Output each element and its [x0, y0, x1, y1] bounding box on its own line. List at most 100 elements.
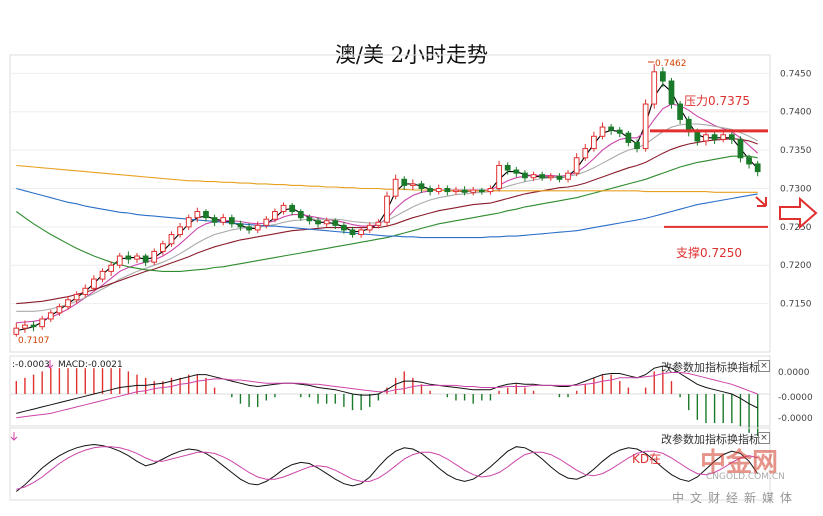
candle-body — [565, 172, 571, 180]
candle-body — [677, 103, 683, 120]
candle-body — [177, 226, 183, 236]
kd-switch-indicator-button[interactable]: 换指标 — [727, 433, 760, 446]
macd-tick-label: 0.0000 — [778, 368, 810, 378]
candle-body — [453, 189, 459, 193]
kd-panel-frame — [9, 427, 771, 501]
candle-body — [746, 157, 752, 165]
kd-add-indicator-button[interactable]: 加指标 — [694, 433, 727, 446]
candle-body — [409, 183, 416, 186]
price-tick-label: 0.7400 — [780, 108, 812, 118]
candle-body — [728, 134, 735, 140]
candle-body — [91, 278, 97, 289]
candle-body — [401, 178, 408, 186]
candle-body — [461, 189, 468, 193]
kd-close-icon[interactable]: × — [758, 432, 770, 444]
candle-body — [315, 220, 321, 225]
moving-average-line — [16, 187, 758, 239]
main-panel-frame — [9, 54, 771, 353]
watermark-tagline: 中文财经新媒体 — [672, 491, 799, 505]
candle-body — [392, 178, 399, 197]
candle-body — [651, 71, 658, 105]
candle-body — [73, 293, 80, 301]
macd-signal-line — [16, 372, 758, 419]
candle-body — [108, 264, 115, 272]
candle-body — [737, 138, 744, 159]
kd-panel: KD在 — [10, 432, 759, 492]
candle-body — [263, 218, 270, 226]
candle-body — [134, 255, 140, 260]
macd-switch-indicator-button[interactable]: 换指标 — [727, 361, 760, 374]
candle-body — [444, 187, 451, 193]
downtrend-arrow-icon — [755, 196, 767, 207]
candle-body — [272, 211, 278, 220]
macd-change-params-button[interactable]: 改参数 — [661, 361, 694, 374]
candle-body — [668, 80, 675, 105]
macd-add-indicator-button[interactable]: 加指标 — [694, 361, 727, 374]
macd-header-label: MACD:-0.0021 — [58, 360, 123, 370]
candle-body — [634, 141, 640, 150]
kd-change-params-button[interactable]: 改参数 — [661, 433, 694, 446]
support-resistance-lines — [650, 129, 768, 228]
candle-body — [582, 148, 589, 159]
candle-body — [65, 299, 71, 308]
watermark-logo: 中金网 — [700, 448, 779, 478]
candle-body — [349, 229, 356, 236]
candle-body — [203, 211, 209, 219]
candle-body — [625, 132, 632, 143]
macd-close-icon[interactable]: × — [758, 360, 770, 372]
candle-body — [246, 226, 252, 231]
candle-body — [608, 126, 615, 131]
price-tick-label: 0.7250 — [780, 223, 812, 233]
forecast-arrow-icon — [779, 196, 818, 230]
candle-body — [280, 204, 287, 213]
candle-body — [323, 220, 330, 225]
candle-body — [220, 217, 227, 223]
candle-body — [366, 224, 373, 231]
candle-body — [228, 217, 235, 225]
candle-body — [703, 134, 709, 142]
candle-body — [711, 134, 718, 140]
candle-body — [573, 157, 580, 174]
candle-body — [694, 131, 701, 142]
candle-body — [513, 169, 520, 174]
candle-body — [341, 224, 347, 231]
price-tick-label: 0.7150 — [780, 300, 812, 310]
chart-annotations: 压力0.7375 支撑0.7250 0.7462 0.7107 — [18, 59, 818, 346]
candle-body — [539, 174, 546, 179]
candle-body — [116, 255, 123, 266]
macd-panel: :-0.0003 MACD:-0.0021 0.0000 -0.0000 -0.0000 — [10, 360, 813, 436]
macd-panel-frame — [9, 355, 771, 427]
candle-body — [142, 255, 149, 263]
candle-body — [487, 187, 494, 193]
high-price-label: 0.7462 — [655, 59, 687, 69]
candle-body — [13, 327, 20, 335]
price-tick-label: 0.7450 — [780, 69, 812, 79]
price-tick-label: 0.7200 — [780, 261, 812, 271]
kd-down-arrow-icon — [10, 432, 18, 441]
candle-body — [478, 189, 485, 193]
candle-body — [237, 223, 244, 228]
kd-k-line — [15, 443, 759, 492]
candle-body — [47, 312, 54, 320]
candle-body — [211, 217, 218, 223]
candle-body — [254, 224, 261, 231]
candle-body — [547, 175, 554, 179]
candle-body — [427, 187, 433, 193]
price-axis: 0.7450 0.7400 0.7350 0.7300 0.7250 0.7200 0.71… — [780, 69, 812, 309]
candle-body — [194, 211, 201, 219]
candle-body — [642, 103, 649, 150]
macd-tick-label: -0.0000 — [778, 414, 813, 424]
candle-body — [159, 243, 166, 252]
candle-body — [659, 71, 666, 82]
candle-body — [435, 187, 442, 193]
candle-body — [289, 204, 296, 213]
moving-average-line — [16, 164, 758, 193]
candle-body — [358, 229, 365, 236]
watermark-site: CNGOLD.COM.CN — [706, 472, 785, 482]
candle-body — [22, 324, 28, 329]
kd-d-line — [16, 446, 758, 490]
macd-header-value: :-0.0003 — [12, 360, 50, 370]
candle-body — [30, 324, 37, 328]
candle-body — [297, 211, 304, 219]
